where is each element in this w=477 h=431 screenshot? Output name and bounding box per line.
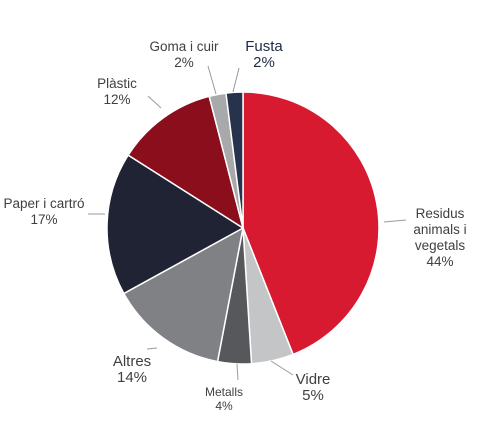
slice-label: Metalls 4% [205, 385, 243, 413]
pie-slices [106, 91, 380, 365]
leader-lines [88, 65, 407, 381]
slice-name-label: Plàstic [97, 76, 137, 91]
leader-line [146, 347, 158, 350]
pie-slice-paper-i-cartr- [106, 154, 245, 295]
slice-label: Altres 14% [113, 353, 151, 386]
slice-name-label: animals i [413, 222, 466, 237]
slice-value-label: 17% [30, 212, 57, 227]
slice-name-label: Residus [416, 206, 465, 221]
slice-labels: Residus animals i vegetals 44% Vidre 5% Metall… [3, 38, 466, 413]
slice-label: Residus animals i vegetals 44% [413, 206, 466, 269]
slice-value-label: 14% [117, 369, 147, 386]
slice-name-label: Vidre [296, 371, 331, 388]
slice-label: Paper i cartró 17% [3, 196, 84, 227]
pie-slice-altres [122, 226, 245, 363]
slice-label: Goma i cuir 2% [149, 39, 219, 70]
leader-line [383, 219, 407, 223]
slice-label: Plàstic 12% [97, 76, 137, 107]
slice-name-label: vegetals [415, 238, 466, 253]
slice-value-label: 2% [174, 55, 194, 70]
slice-value-label: 4% [215, 399, 233, 413]
slice-value-label: 5% [302, 387, 324, 404]
pie-slice-residus-animals-i-vegetals [242, 91, 380, 356]
slice-name-label: Fusta [245, 38, 283, 55]
slice-name-label: Altres [113, 353, 151, 370]
leader-line [207, 65, 217, 95]
pie-slice-fusta [225, 91, 244, 229]
slice-value-label: 12% [103, 92, 130, 107]
slice-value-label: 44% [426, 254, 453, 269]
slice-label: Vidre 5% [296, 371, 331, 404]
leader-line [236, 363, 239, 381]
pie-slice-pl-stic [127, 95, 245, 230]
leader-line [270, 360, 294, 376]
slice-value-label: 2% [253, 54, 275, 71]
leader-line [147, 95, 162, 109]
slice-label: Fusta 2% [245, 38, 283, 71]
leader-line [232, 67, 240, 93]
slice-name-label: Goma i cuir [149, 39, 219, 54]
slice-name-label: Paper i cartró [3, 196, 84, 211]
slice-name-label: Metalls [205, 385, 243, 399]
